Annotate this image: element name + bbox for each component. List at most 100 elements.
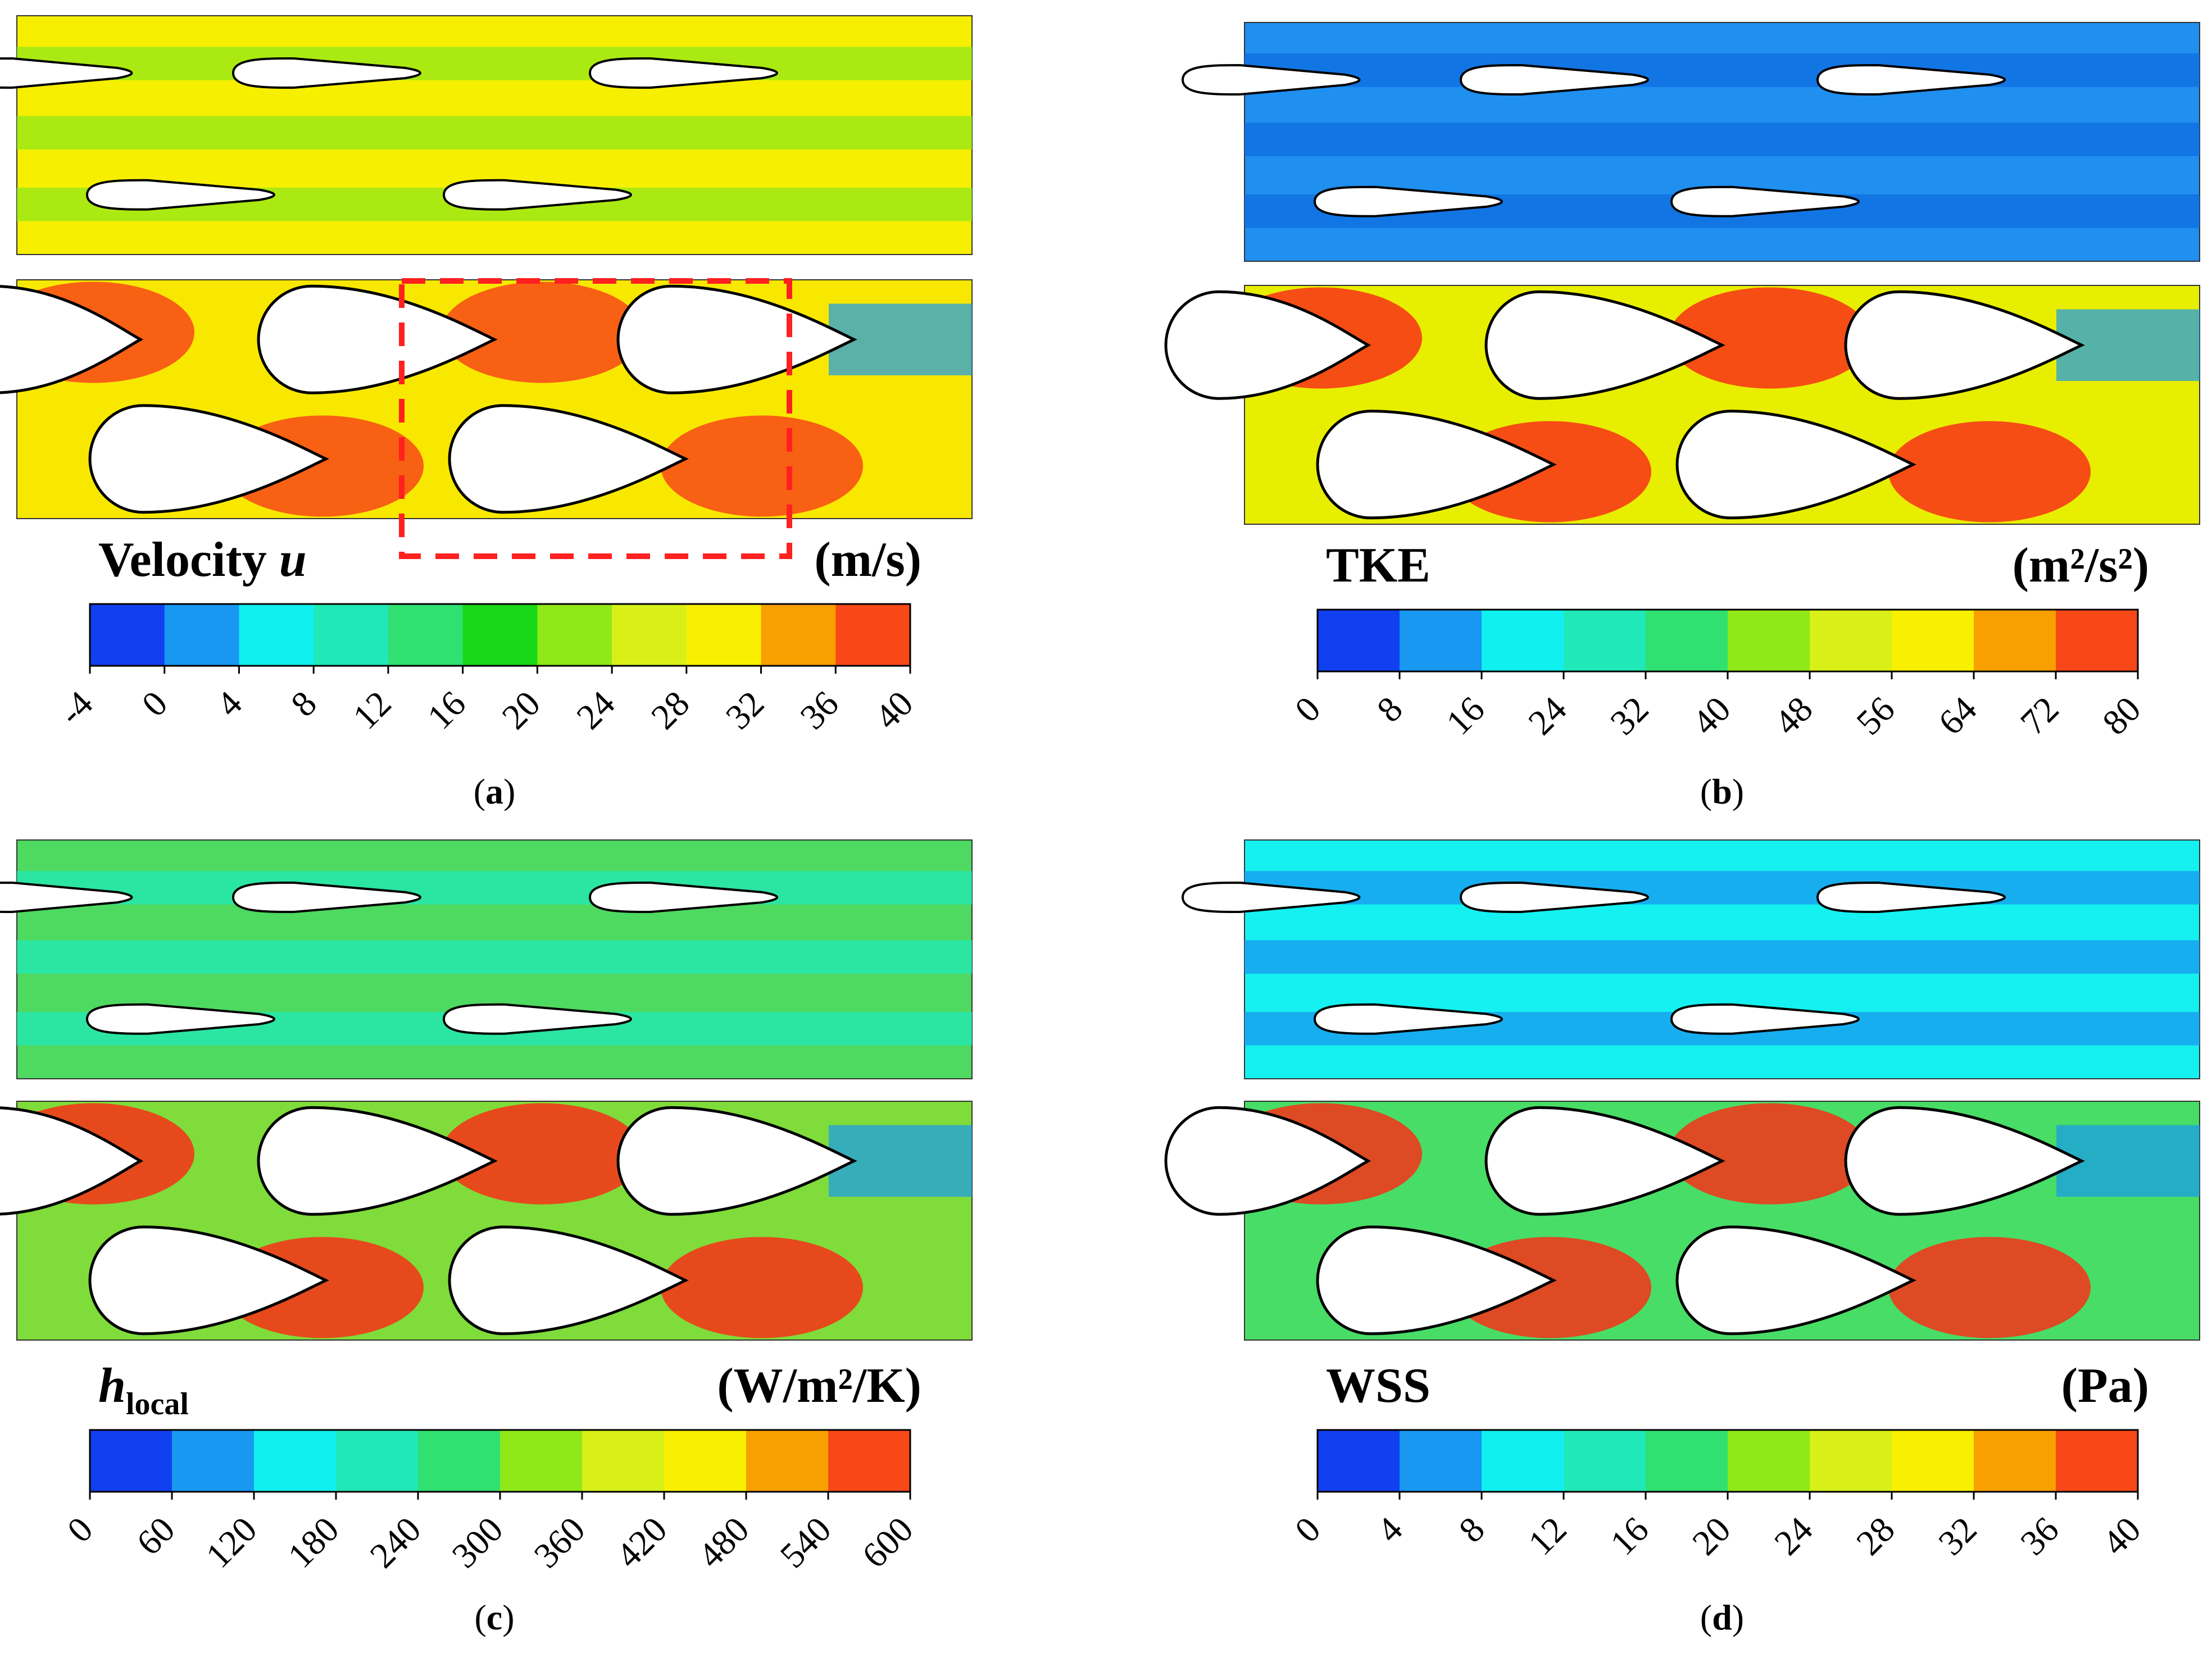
tick-label: 360 — [526, 1509, 593, 1575]
colorbar-segment — [1482, 1430, 1564, 1492]
tick-label: 0 — [134, 683, 175, 724]
fin-shape — [1816, 63, 2006, 96]
fin-shape — [0, 57, 133, 89]
fin-shape — [448, 1225, 689, 1336]
tick-label: 40 — [2095, 1509, 2148, 1563]
colorbar-segment — [90, 604, 165, 666]
tick-label: 4 — [208, 683, 249, 724]
tick-label: 300 — [444, 1509, 511, 1575]
contour-plot-top — [1181, 22, 2200, 262]
colorbar-segment — [1400, 610, 1482, 671]
caption-letter: b — [1712, 771, 1732, 811]
fin-shape — [257, 1106, 498, 1216]
tick-label: 32 — [718, 683, 771, 737]
fin-shape — [257, 284, 498, 394]
highlight-dashed-box — [399, 278, 792, 559]
tick-label: 0 — [1287, 1509, 1328, 1550]
colorbar-segment — [1564, 610, 1646, 671]
fin-shape — [1844, 1106, 2085, 1216]
tick-label: 8 — [283, 683, 324, 724]
hot-region — [661, 1237, 863, 1338]
colorbar-segment — [1974, 1430, 2056, 1492]
fin-shape — [0, 1106, 144, 1216]
quantity-label: hlocal — [98, 1359, 189, 1422]
colorbar-segment — [1646, 1430, 1728, 1492]
contour-plot-top — [0, 839, 973, 1079]
colorbar-segment — [164, 604, 239, 666]
hot-region — [1669, 1103, 1871, 1205]
colorbar-segment — [172, 1430, 255, 1492]
tick-label: 36 — [2013, 1509, 2066, 1563]
panel-b: TKE (m²/s²) 0 8 16 24 32 40 48 56 64 72 80 (b) — [1164, 22, 2200, 811]
hot-region — [1669, 287, 1871, 389]
quantity-name: TKE — [1326, 538, 1430, 593]
tick-label: 56 — [1848, 689, 1902, 742]
colorbar-title: WSS (Pa) — [1326, 1359, 2149, 1413]
fin-shape — [1670, 1003, 1860, 1035]
fin-shape — [85, 179, 275, 211]
tick-label: 80 — [2095, 689, 2148, 742]
panel-c: hlocal (W/m²/K) 0 60 120 180 240 300 360 420 480 54… — [0, 839, 973, 1637]
fin-shape — [442, 179, 632, 211]
tick-label: 120 — [198, 1509, 265, 1575]
panel-d: WSS (Pa) 0 4 8 12 16 20 24 28 32 36 40 (d) — [1164, 839, 2200, 1637]
colorbar-segment — [1318, 1430, 1400, 1492]
tick-label: 12 — [345, 683, 398, 737]
tick-label: 16 — [1602, 1509, 1656, 1563]
fin-shape — [1181, 63, 1361, 96]
colorbar-segment — [418, 1430, 501, 1492]
tick-label: 24 — [1766, 1509, 1820, 1563]
tick-label: 28 — [1848, 1509, 1902, 1563]
tick-label: 20 — [494, 683, 548, 737]
wake-band — [1244, 122, 2200, 156]
colorbar-title: TKE (m²/s²) — [1326, 538, 2149, 593]
colorbar-segment — [537, 604, 612, 666]
wake-band — [1244, 53, 2200, 87]
fin-shape — [588, 57, 778, 89]
tick-label: -4 — [51, 683, 101, 733]
tick-label: 64 — [1931, 689, 1984, 742]
tick-label: 240 — [362, 1509, 429, 1575]
tick-label: 72 — [2013, 689, 2066, 742]
tick-label: 8 — [1369, 689, 1410, 730]
contour-plot-bottom — [1164, 1101, 2200, 1341]
unit-label: (W/m²/K) — [717, 1359, 921, 1413]
fin-shape — [1316, 1225, 1557, 1336]
tick-label: 16 — [1438, 689, 1492, 742]
colorbar-segment — [1318, 610, 1400, 671]
colorbar-segment — [1728, 1430, 1810, 1492]
colorbar-frame — [89, 603, 911, 667]
tick-label: 8 — [1451, 1509, 1492, 1550]
unit-label: (m²/s²) — [2013, 538, 2149, 593]
wake-band — [17, 871, 972, 905]
tick-label: 24 — [569, 683, 622, 737]
contour-plot-bottom — [0, 1101, 973, 1341]
unit-label: (m/s) — [814, 533, 921, 587]
contour-plot-bottom — [0, 279, 973, 519]
hot-region — [1888, 1237, 2091, 1338]
contour-plot-top — [1181, 839, 2200, 1079]
fin-shape — [1670, 185, 1860, 217]
colorbar-segment — [1810, 610, 1892, 671]
fin-shape — [231, 57, 421, 89]
fin-shape — [1313, 185, 1503, 217]
wake-band — [17, 116, 972, 149]
panel-caption: (a) — [474, 771, 516, 811]
tick-label: 36 — [792, 683, 846, 737]
tick-label: 32 — [1602, 689, 1656, 742]
tick-label: 420 — [608, 1509, 675, 1575]
wake-band — [17, 940, 972, 974]
fin-shape — [231, 881, 421, 914]
colorbar-segment — [1400, 1430, 1482, 1492]
hot-region — [661, 415, 863, 517]
colorbar-segment — [761, 604, 836, 666]
colorbar: 0 8 16 24 32 40 48 56 64 72 80 — [1287, 609, 2149, 742]
fin-shape — [1675, 1225, 1916, 1336]
fin-shape — [0, 285, 144, 394]
quantity-label: WSS — [1326, 1359, 1430, 1413]
fin-shape — [448, 404, 689, 514]
fin-shape — [616, 284, 857, 394]
tick-label: 40 — [867, 683, 920, 737]
colorbar-segment — [2056, 610, 2138, 671]
fin-shape — [1181, 881, 1361, 914]
